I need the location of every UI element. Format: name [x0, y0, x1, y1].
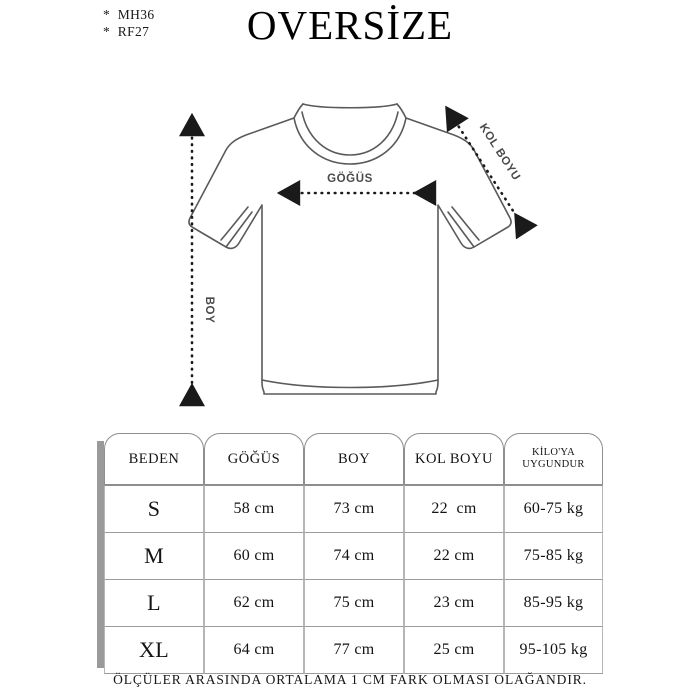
- cell-weight: 85-95 kg: [504, 580, 603, 627]
- table-left-shadow: [97, 441, 104, 668]
- kilo-header-line-1: KİLO'YA: [531, 446, 576, 458]
- table-header-row: BEDEN GÖĞÜS BOY KOL BOYU KİLO'YA UYGUNDU…: [104, 433, 603, 485]
- size-table: BEDEN GÖĞÜS BOY KOL BOYU KİLO'YA UYGUNDU…: [104, 433, 603, 674]
- header: * MH36 * RF27 OVERSİZE: [0, 0, 700, 60]
- cell-sleeve: 22 cm: [404, 485, 504, 533]
- table-row: S 58 cm 73 cm 22 cm 60-75 kg: [104, 485, 603, 533]
- table-header-kiloya-uygundur: KİLO'YA UYGUNDUR: [504, 433, 603, 485]
- garment-measurement-diagram: GÖĞÜS BOY KOL BOYU: [0, 62, 700, 427]
- cell-sleeve: 23 cm: [404, 580, 504, 627]
- product-code-2: * RF27: [103, 23, 150, 39]
- sleeve-label: KOL BOYU: [477, 122, 523, 183]
- table-row: M 60 cm 74 cm 22 cm 75-85 kg: [104, 533, 603, 580]
- cell-sleeve: 22 cm: [404, 533, 504, 580]
- table-header-boy: BOY: [304, 433, 404, 485]
- table-header-kol-boyu: KOL BOYU: [404, 433, 504, 485]
- tshirt-outline: [188, 103, 512, 395]
- cell-length: 74 cm: [304, 533, 404, 580]
- cell-size: L: [104, 580, 204, 627]
- kilo-header-line-2: UYGUNDUR: [522, 459, 585, 470]
- cell-sleeve: 25 cm: [404, 627, 504, 674]
- cell-length: 77 cm: [304, 627, 404, 674]
- chest-label: GÖĞÜS: [327, 172, 373, 185]
- cell-size: M: [104, 533, 204, 580]
- cell-chest: 58 cm: [204, 485, 304, 533]
- measurement-note: ÖLÇÜLER ARASINDA ORTALAMA 1 CM FARK OLMA…: [113, 672, 587, 687]
- cell-chest: 62 cm: [204, 580, 304, 627]
- cell-chest: 64 cm: [204, 627, 304, 674]
- cell-size: XL: [104, 627, 204, 674]
- product-code-1: * MH36: [103, 7, 155, 22]
- page-title: OVERSİZE: [246, 2, 454, 48]
- sleeve-measure-arrow: [445, 105, 538, 240]
- product-codes: * MH36 * RF27: [103, 7, 155, 40]
- cell-weight: 60-75 kg: [504, 485, 603, 533]
- table-header-beden: BEDEN: [104, 433, 204, 485]
- table-row: XL 64 cm 77 cm 25 cm 95-105 kg: [104, 627, 603, 674]
- length-label: BOY: [203, 297, 215, 324]
- table-row: L 62 cm 75 cm 23 cm 85-95 kg: [104, 580, 603, 627]
- cell-length: 73 cm: [304, 485, 404, 533]
- cell-length: 75 cm: [304, 580, 404, 627]
- cell-chest: 60 cm: [204, 533, 304, 580]
- size-table-container: BEDEN GÖĞÜS BOY KOL BOYU KİLO'YA UYGUNDU…: [97, 433, 603, 674]
- table-header-gogus: GÖĞÜS: [204, 433, 304, 485]
- cell-weight: 75-85 kg: [504, 533, 603, 580]
- cell-size: S: [104, 485, 204, 533]
- cell-weight: 95-105 kg: [504, 627, 603, 674]
